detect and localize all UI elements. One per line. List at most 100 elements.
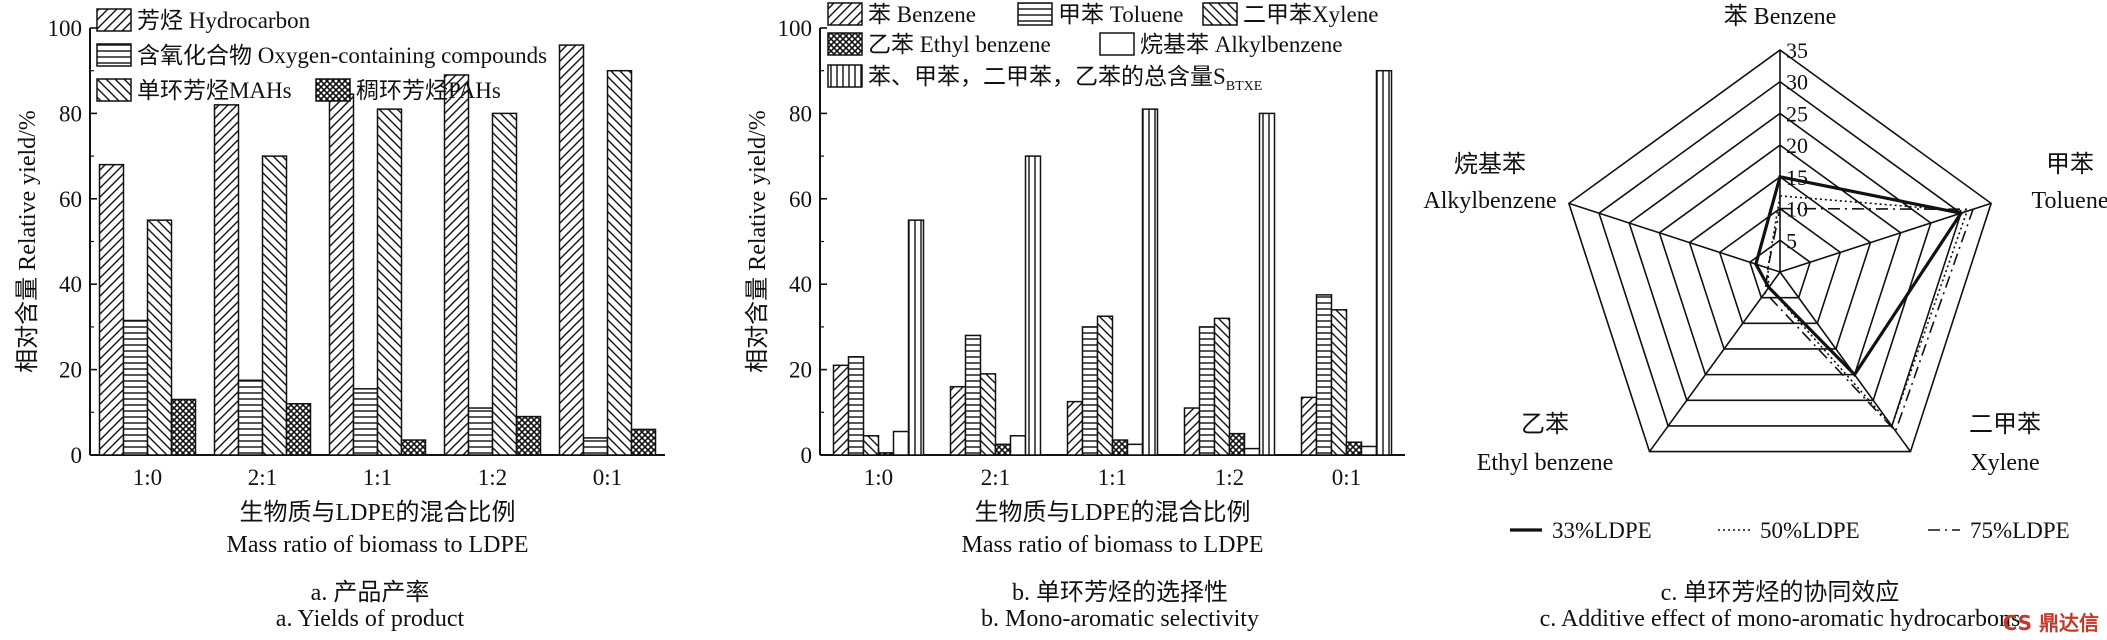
chart-b-bar	[1024, 155, 1042, 456]
chart-b-legend-swatch	[1099, 32, 1135, 56]
chart-c-axis-label-cn: 苯 Benzene	[1724, 3, 1837, 30]
chart-b-legend-label: 二甲苯Xylene	[1243, 2, 1378, 27]
chart-b-xtick-label: 1:0	[864, 465, 893, 490]
chart-a-bar	[261, 155, 288, 456]
chart-b-legend-label: 苯、甲苯，二甲苯，乙苯的总含量SBTXE	[868, 64, 1262, 94]
chart-b-xtick-label: 1:2	[1215, 465, 1244, 490]
chart-c-rtick-label: 20	[1786, 133, 1808, 158]
chart-a-legend-label: 含氧化合物 Oxygen-containing compounds	[137, 43, 547, 68]
chart-b-bar	[907, 219, 925, 456]
chart-c-axis-label-cn: 乙苯	[1521, 411, 1569, 438]
chart-b-bar	[994, 443, 1012, 456]
chart-c-grid-ring	[1567, 49, 1993, 453]
chart-a-ytick-label: 20	[59, 358, 82, 383]
chart-b-legend-label: 乙苯 Ethyl benzene	[868, 32, 1051, 57]
chart-c-axis-label-en: Xylene	[1970, 450, 2039, 476]
chart-c-grid-ring	[1658, 144, 1902, 376]
chart-c-grid-ring	[1628, 112, 1932, 402]
chart-b-bar	[1111, 439, 1129, 456]
chart-a-legend-swatch	[96, 43, 132, 67]
chart-a-bar	[213, 104, 240, 456]
chart-b-bar	[949, 385, 967, 456]
chart-a-bar	[352, 388, 379, 456]
chart-b-legend-swatch	[1017, 2, 1053, 26]
chart-b-bar	[979, 373, 997, 456]
chart-b-bar	[964, 334, 982, 456]
chart-a-bar	[328, 93, 355, 456]
chart-a-bar	[606, 69, 633, 456]
chart-b-bar	[1243, 447, 1261, 456]
chart-b-legend-swatch	[827, 2, 863, 26]
chart-b-ytick-label: 20	[789, 358, 812, 383]
chart-a-xtick-label: 1:0	[133, 465, 162, 490]
chart-a-xlabel-en: Mass ratio of biomass to LDPE	[227, 532, 529, 558]
chart-b-bar	[1315, 294, 1333, 456]
chart-c-series-line	[1754, 174, 1964, 378]
chart-c-rtick-label: 35	[1786, 38, 1808, 63]
chart-b-bar	[877, 452, 895, 456]
chart-a-ylabel: 相对含量 Relative yield/%	[14, 110, 41, 373]
chart-b-xtick-label: 2:1	[981, 465, 1010, 490]
chart-b-bar	[1081, 326, 1099, 456]
chart-a-bar	[376, 108, 403, 456]
chart-b-bar	[1141, 108, 1159, 456]
chart-b-ytick-label: 40	[789, 272, 812, 297]
chart-a-legend-label: 单环芳烃MAHs	[137, 78, 292, 103]
chart-b-bar	[1126, 443, 1144, 456]
chart-b-bar	[1375, 69, 1393, 456]
chart-b-legend-swatch	[827, 64, 863, 88]
chart-a-caption-en: a. Yields of product	[275, 606, 465, 632]
chart-b-xlabel-en: Mass ratio of biomass to LDPE	[962, 532, 1264, 558]
chart-b-bar	[892, 430, 910, 456]
chart-a-ytick-label: 60	[59, 187, 82, 212]
chart-c-rtick-label: 5	[1786, 228, 1797, 253]
chart-b-bar	[1213, 317, 1231, 456]
chart-c-legend-label: 75%LDPE	[1970, 518, 2070, 543]
chart-a-xlabel-cn: 生物质与LDPE的混合比例	[240, 499, 516, 526]
chart-a-bar	[558, 44, 585, 456]
chart-c-caption-en: c. Additive effect of mono-aromatic hydr…	[1539, 606, 2021, 632]
chart-a-legend-swatch	[96, 8, 132, 32]
chart-b-xlabel-cn: 生物质与LDPE的混合比例	[975, 499, 1251, 526]
chart-b-ytick-label: 60	[789, 187, 812, 212]
watermark: CS 鼎达信	[2002, 611, 2099, 635]
chart-c-axis-label-en: Alkylbenzene	[1423, 188, 1556, 214]
chart-c-legend-label: 50%LDPE	[1760, 518, 1860, 543]
chart-a-bar	[285, 403, 312, 456]
chart-c-caption-cn: c. 单环芳烃的协同效应	[1660, 580, 1900, 606]
chart-b-xtick-label: 0:1	[1332, 465, 1361, 490]
chart-a-bar	[122, 319, 149, 456]
chart-b-ytick-label: 80	[789, 101, 812, 126]
chart-a-bar	[400, 439, 427, 456]
chart-b-ytick-label: 100	[778, 16, 813, 41]
chart-c-grid-ring	[1718, 207, 1842, 325]
chart-b-legend-swatch	[827, 32, 863, 56]
chart-b-bar	[832, 364, 850, 456]
chart-b-bar	[1183, 407, 1201, 456]
chart-b-ytick-label: 0	[801, 443, 813, 468]
chart-a-legend-label: 芳烃 Hydrocarbon	[137, 8, 311, 33]
chart-b-bar	[1330, 309, 1348, 456]
chart-c-legend-label: 33%LDPE	[1552, 518, 1652, 543]
chart-a-bar	[582, 437, 609, 456]
chart-a-ytick-label: 100	[48, 16, 83, 41]
chart-c-axis-spoke	[1779, 202, 1992, 273]
chart-c-axis-spoke	[1568, 202, 1781, 273]
chart-c-axis-label-en: Toluene	[2032, 188, 2107, 214]
chart-a-xtick-label: 2:1	[248, 465, 277, 490]
chart-b-caption-en: b. Mono-aromatic selectivity	[981, 606, 1259, 632]
chart-b-bar	[1066, 400, 1084, 456]
chart-b-bar	[1300, 396, 1318, 456]
chart-b-xtick-label: 1:1	[1098, 465, 1127, 490]
chart-a-legend-swatch	[315, 78, 351, 102]
chart-b-bar	[847, 356, 865, 456]
chart-b-caption-cn: b. 单环芳烃的选择性	[1012, 580, 1228, 606]
chart-a-ytick-label: 80	[59, 101, 82, 126]
chart-c-grid-ring	[1598, 80, 1962, 427]
chart-a-yields: 0 20 40 60 80 100 相对含量 Relative yield/% 1:0 2:1 1…	[14, 8, 665, 558]
chart-c-axis-label-cn: 二甲苯	[1969, 411, 2041, 438]
chart-a-ytick-label: 0	[71, 443, 83, 468]
chart-a-xtick-label: 0:1	[593, 465, 622, 490]
chart-b-bar	[1258, 112, 1276, 456]
